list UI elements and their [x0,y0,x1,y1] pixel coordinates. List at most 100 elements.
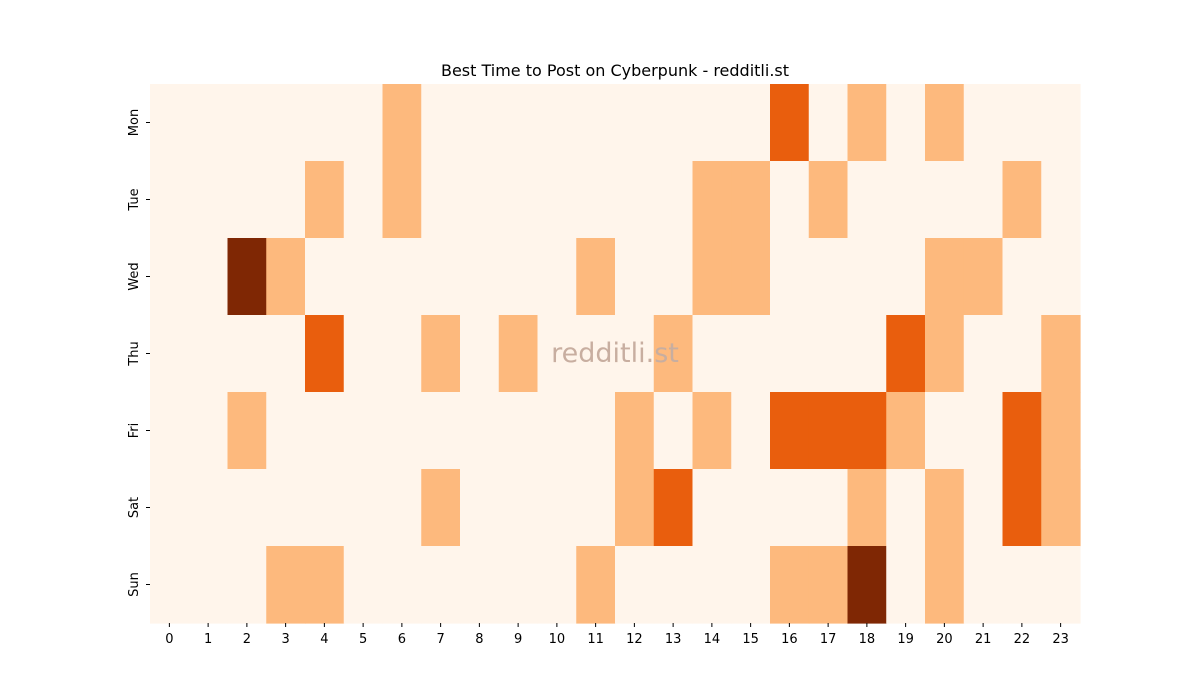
heatmap-cell-sun-15 [731,546,771,624]
heatmap-cell-wed-7 [421,238,461,316]
heatmap-cell-sun-8 [460,546,500,624]
heatmap-cell-sat-3 [266,469,306,547]
heatmap-cell-fri-9 [498,392,539,470]
heatmap-cell-sat-1 [188,469,229,547]
heatmap-cell-tue-13 [653,161,694,239]
heatmap-cell-sat-14 [692,469,732,547]
heatmap-cell-fri-13 [653,392,694,470]
heatmap-cell-wed-4 [305,238,345,316]
watermark: redditli.st [551,338,679,369]
heatmap-cell-mon-5 [343,84,384,162]
y-tick-label-thu: Thu [127,341,142,366]
heatmap-cell-tue-0 [150,161,190,239]
heatmap-cell-tue-17 [808,161,849,239]
heatmap-cell-wed-10 [537,238,577,316]
heatmap-cell-mon-12 [615,84,655,162]
heatmap-cell-sun-14 [692,546,732,624]
heatmap-cell-thu-21 [963,315,1004,393]
heatmap-cell-sun-17 [808,546,849,624]
heatmap-cell-mon-4 [305,84,345,162]
heatmap-cell-sat-18 [847,469,887,547]
heatmap-cell-fri-22 [1002,392,1042,470]
heatmap-cell-tue-14 [692,161,732,239]
x-tick-label-4: 4 [320,632,328,647]
heatmap-cell-tue-2 [227,161,267,239]
x-tick-label-19: 19 [897,632,914,647]
heatmap-cell-thu-10 [537,315,577,393]
heatmap-cell-mon-6 [382,84,422,162]
x-tick-label-12: 12 [626,632,643,647]
heatmap-cell-sun-18 [847,546,887,624]
x-tick-label-2: 2 [243,632,251,647]
x-tick-label-10: 10 [549,632,566,647]
heatmap-cell-tue-9 [498,161,539,239]
heatmap-cell-wed-5 [343,238,384,316]
heatmap-cell-tue-22 [1002,161,1042,239]
heatmap-cell-thu-17 [808,315,849,393]
heatmap-cell-sun-1 [188,546,229,624]
heatmap-cell-fri-23 [1041,392,1081,470]
heatmap-cell-mon-22 [1002,84,1042,162]
heatmap-cell-sun-4 [305,546,345,624]
heatmap-cell-sun-23 [1041,546,1081,624]
heatmap-cell-sun-6 [382,546,422,624]
heatmap-cell-mon-20 [925,84,965,162]
heatmap-cell-thu-9 [498,315,539,393]
heatmap-cell-thu-22 [1002,315,1042,393]
heatmap-cell-mon-7 [421,84,461,162]
x-tick-label-9: 9 [514,632,522,647]
heatmap-cell-mon-0 [150,84,190,162]
heatmap-cell-mon-2 [227,84,267,162]
y-tick-label-mon: Mon [127,109,142,136]
heatmap-cell-thu-2 [227,315,267,393]
heatmap-cell-tue-15 [731,161,771,239]
chart-title: Best Time to Post on Cyberpunk - redditl… [441,61,789,80]
heatmap-cell-fri-0 [150,392,190,470]
heatmap-cell-fri-18 [847,392,887,470]
x-tick-label-0: 0 [165,632,173,647]
x-tick-label-18: 18 [859,632,876,647]
heatmap-cell-thu-16 [770,315,810,393]
heatmap-cell-thu-3 [266,315,306,393]
heatmap-cell-thu-8 [460,315,500,393]
heatmap-cell-tue-1 [188,161,229,239]
heatmap-cell-wed-20 [925,238,965,316]
heatmap-cell-mon-11 [576,84,616,162]
x-tick-label-14: 14 [704,632,721,647]
heatmap-cell-thu-20 [925,315,965,393]
y-tick-label-sun: Sun [127,572,142,597]
heatmap-cell-sat-17 [808,469,849,547]
heatmap-cell-tue-5 [343,161,384,239]
x-tick-label-6: 6 [398,632,406,647]
heatmap-cell-tue-16 [770,161,810,239]
heatmap-cell-sat-13 [653,469,694,547]
heatmap-cell-tue-6 [382,161,422,239]
heatmap-cell-fri-1 [188,392,229,470]
heatmap-cell-sun-3 [266,546,306,624]
x-tick-label-3: 3 [281,632,289,647]
heatmap-cell-mon-10 [537,84,577,162]
heatmap-cell-sun-13 [653,546,694,624]
heatmap-cell-fri-5 [343,392,384,470]
heatmap-cell-thu-4 [305,315,345,393]
heatmap-cell-mon-1 [188,84,229,162]
heatmap-cell-thu-15 [731,315,771,393]
heatmap-cell-sun-12 [615,546,655,624]
heatmap-cell-fri-17 [808,392,849,470]
heatmap-cell-tue-8 [460,161,500,239]
heatmap-cell-wed-6 [382,238,422,316]
heatmap-cell-tue-19 [886,161,926,239]
heatmap-cell-thu-11 [576,315,616,393]
heatmap-cell-fri-4 [305,392,345,470]
heatmap-cell-mon-9 [498,84,539,162]
heatmap-cell-wed-1 [188,238,229,316]
heatmap-cell-sat-19 [886,469,926,547]
heatmap-cell-mon-16 [770,84,810,162]
heatmap-cell-tue-18 [847,161,887,239]
heatmap-cell-sat-9 [498,469,539,547]
heatmap-cell-sun-10 [537,546,577,624]
heatmap-cell-wed-19 [886,238,926,316]
heatmap-cell-sat-12 [615,469,655,547]
